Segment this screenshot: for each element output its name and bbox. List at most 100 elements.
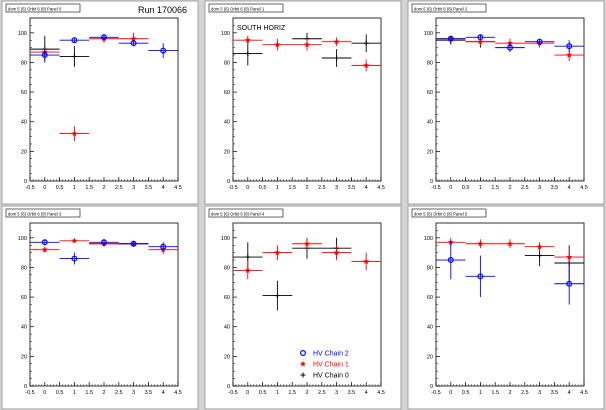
circle-marker xyxy=(477,34,484,41)
x-tick-label: 0.5 xyxy=(259,185,267,191)
x-tick-label: 0 xyxy=(246,185,249,191)
panel-title-box xyxy=(208,208,284,218)
y-tick-label: 80 xyxy=(224,60,230,66)
panel-title-box xyxy=(411,208,487,218)
x-tick-label: 1 xyxy=(73,185,76,191)
y-tick-label: 80 xyxy=(427,60,433,66)
y-tick-label: 0 xyxy=(430,179,433,185)
star-marker xyxy=(244,267,251,274)
y-tick-label: 100 xyxy=(221,236,230,242)
legend-entry-label: HV Chain 1 xyxy=(313,362,349,369)
x-tick-label: 4 xyxy=(568,390,571,396)
panel-title: dom 5 (6) Orbit 6 (8) Panel 1 xyxy=(211,6,265,11)
y-tick-label: 0 xyxy=(227,384,230,390)
y-tick-label: 60 xyxy=(21,295,27,301)
chart-panel-4: dom 5 (6) Orbit 6 (8) Panel 402040608010… xyxy=(204,205,402,410)
star-marker xyxy=(506,240,514,247)
x-tick-label: 3 xyxy=(538,185,541,191)
panel-frame xyxy=(407,0,605,205)
x-tick-label: 1 xyxy=(276,185,279,191)
circle-marker xyxy=(160,47,167,54)
star-marker xyxy=(333,38,340,45)
y-tick-label: 60 xyxy=(224,90,230,96)
y-tick-label: 20 xyxy=(427,149,433,155)
x-tick-label: 4.5 xyxy=(580,185,588,191)
y-tick-label: 40 xyxy=(224,120,230,126)
circle-marker xyxy=(130,240,137,247)
x-tick-label: 1.5 xyxy=(85,390,93,396)
star-marker xyxy=(303,41,311,48)
y-tick-label: 100 xyxy=(424,31,433,37)
panel-frame xyxy=(204,0,402,205)
star-marker xyxy=(566,51,573,58)
x-tick-label: 2.5 xyxy=(318,185,326,191)
panel-title-box xyxy=(411,3,487,13)
x-tick-label: 3.5 xyxy=(348,185,356,191)
star-marker xyxy=(130,35,137,42)
run-label: Run 170066 xyxy=(138,5,187,15)
x-tick-label: 0 xyxy=(43,185,46,191)
x-tick-label: 4.5 xyxy=(377,185,385,191)
x-tick-label: 4 xyxy=(568,185,571,191)
circle-marker xyxy=(71,255,78,262)
x-tick-label: -0.5 xyxy=(228,390,237,396)
x-tick-label: 1.5 xyxy=(491,390,499,396)
x-tick-label: 4.5 xyxy=(174,390,182,396)
x-tick-label: 3 xyxy=(335,185,338,191)
y-tick-label: 40 xyxy=(427,120,433,126)
x-tick-label: -0.5 xyxy=(431,390,440,396)
circle-marker xyxy=(299,350,306,357)
x-tick-label: -0.5 xyxy=(431,185,440,191)
x-tick-label: 3 xyxy=(132,185,135,191)
y-tick-label: 80 xyxy=(224,265,230,271)
x-tick-label: 3.5 xyxy=(551,390,559,396)
y-tick-label: 40 xyxy=(21,325,27,331)
x-tick-label: 3.5 xyxy=(551,185,559,191)
x-tick-label: 2 xyxy=(102,185,105,191)
y-tick-label: 60 xyxy=(21,90,27,96)
star-marker xyxy=(244,37,251,43)
panel-annotation: SOUTH HORIZ xyxy=(237,25,286,32)
legend-entry-label: HV Chain 2 xyxy=(313,351,349,358)
circle-marker xyxy=(100,34,107,41)
x-tick-label: -0.5 xyxy=(228,185,237,191)
x-tick-label: 1.5 xyxy=(288,185,296,191)
star-marker xyxy=(41,246,48,253)
star-marker xyxy=(477,240,484,247)
y-tick-label: 40 xyxy=(224,325,230,331)
x-tick-label: 1 xyxy=(479,185,482,191)
y-tick-label: 0 xyxy=(24,179,27,185)
y-tick-label: 0 xyxy=(24,384,27,390)
circle-marker xyxy=(506,44,513,51)
chart-panel-2: dom 5 (6) Orbit 6 (8) Panel 202040608010… xyxy=(407,0,605,205)
panel-title: dom 5 (6) Orbit 6 (8) Panel 0 xyxy=(8,6,62,11)
y-tick-label: 20 xyxy=(224,354,230,360)
y-tick-label: 60 xyxy=(427,90,433,96)
x-tick-label: 0.5 xyxy=(56,185,64,191)
panel-title-box xyxy=(5,208,81,218)
y-tick-label: 0 xyxy=(430,384,433,390)
y-tick-label: 100 xyxy=(221,31,230,37)
x-tick-label: 2.5 xyxy=(115,185,123,191)
y-tick-label: 20 xyxy=(21,354,27,360)
x-tick-label: 2 xyxy=(508,185,511,191)
star-marker xyxy=(506,39,514,46)
chart-panel-5: dom 5 (6) Orbit 6 (8) Panel 502040608010… xyxy=(407,205,605,410)
x-tick-label: 2.5 xyxy=(318,390,326,396)
y-tick-label: 20 xyxy=(224,149,230,155)
x-tick-label: 3 xyxy=(335,390,338,396)
x-tick-label: 0 xyxy=(449,390,452,396)
star-marker xyxy=(303,240,311,247)
star-marker xyxy=(274,249,281,256)
circle-marker xyxy=(566,43,573,50)
y-tick-label: 20 xyxy=(427,354,433,360)
x-tick-label: 4 xyxy=(365,390,368,396)
star-marker xyxy=(274,41,281,48)
x-tick-label: 2.5 xyxy=(521,390,529,396)
x-tick-label: -0.5 xyxy=(25,185,34,191)
x-tick-label: 1.5 xyxy=(85,185,93,191)
circle-marker xyxy=(477,273,484,280)
x-tick-label: 0.5 xyxy=(462,185,470,191)
circle-marker xyxy=(100,239,107,246)
x-tick-label: 4.5 xyxy=(377,390,385,396)
